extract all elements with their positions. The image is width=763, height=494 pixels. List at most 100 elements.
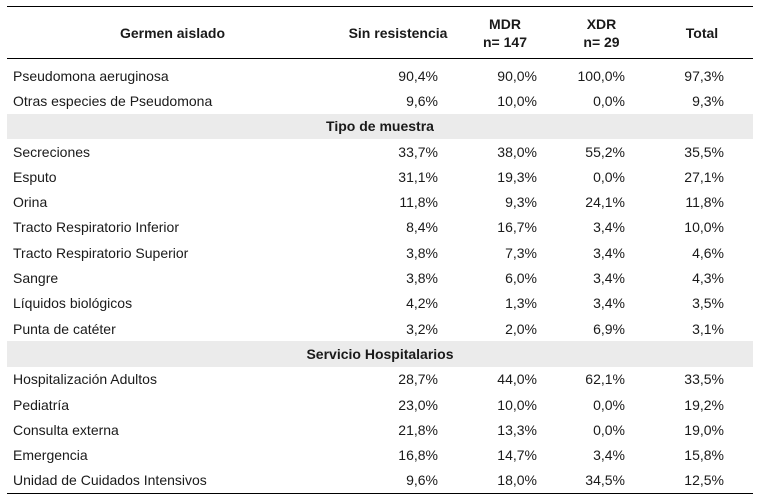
table-row: Sangre 3,8% 6,0% 3,4% 4,3%: [7, 265, 753, 290]
value-sin-resistencia: 9,6%: [338, 467, 458, 494]
table-row: Líquidos biológicos 4,2% 1,3% 3,4% 3,5%: [7, 291, 753, 316]
value-mdr: 18,0%: [458, 467, 552, 494]
header-xdr: XDR n= 29: [552, 6, 651, 59]
value-xdr: 3,4%: [593, 447, 625, 464]
row-label: Tracto Respiratorio Superior: [13, 244, 189, 261]
row-label: Orina: [13, 194, 48, 211]
value-xdr: 0,0%: [593, 421, 625, 438]
value-total: 9,3%: [692, 92, 724, 109]
value-xdr: 6,9%: [593, 320, 625, 337]
section-row: Tipo de muestra: [7, 113, 753, 139]
value-sin-resistencia: 11,8%: [399, 194, 438, 211]
value-total: 15,8%: [684, 447, 724, 464]
value-total: 11,8%: [685, 194, 724, 211]
value-mdr: 1,3%: [505, 295, 537, 312]
section-title: Servicio Hospitalarios: [7, 341, 753, 367]
section-title: Tipo de muestra: [7, 113, 753, 139]
header-row: Germen aislado Sin resistencia MDR n= 14…: [7, 6, 753, 59]
value-xdr: 3,4%: [593, 270, 625, 287]
value-sin-resistencia: 16,8%: [398, 447, 438, 464]
value-sin-resistencia: 28,7%: [398, 371, 438, 388]
table-body: Pseudomona aeruginosa 90,4% 90,0% 100,0% 97,…: [7, 59, 753, 494]
row-label: Unidad de Cuidados Intensivos: [7, 467, 338, 494]
header-xdr-n: n= 29: [583, 33, 620, 50]
table-row: Punta de catéter 3,2% 2,0% 6,9% 3,1%: [7, 316, 753, 341]
row-label: Otras especies de Pseudomona: [13, 92, 213, 109]
value-total: 19,2%: [684, 396, 724, 413]
table-row: Esputo 31,1% 19,3% 0,0% 27,1%: [7, 164, 753, 189]
value-total: 12,5%: [651, 467, 753, 494]
value-xdr: 34,5%: [552, 467, 651, 494]
value-mdr: 90,0%: [497, 67, 537, 84]
value-mdr: 19,3%: [497, 168, 537, 185]
value-sin-resistencia: 9,6%: [406, 92, 438, 109]
row-label: Hospitalización Adultos: [13, 371, 157, 388]
table-row: Pseudomona aeruginosa 90,4% 90,0% 100,0% 97,…: [7, 59, 753, 89]
header-total: Total: [651, 6, 753, 59]
row-label: Secreciones: [13, 143, 91, 160]
table-row: Pediatría 23,0% 10,0% 0,0% 19,2%: [7, 392, 753, 417]
table-row: Tracto Respiratorio Superior 3,8% 7,3% 3,4%…: [7, 240, 753, 265]
table-row: Otras especies de Pseudomona 9,6% 10,0% 0,0…: [7, 88, 753, 113]
value-mdr: 44,0%: [497, 371, 537, 388]
row-label: Sangre: [13, 270, 59, 287]
row-label: Pediatría: [13, 396, 70, 413]
table-row: Orina 11,8% 9,3% 24,1% 11,8%: [7, 189, 753, 214]
row-label: Esputo: [13, 168, 57, 185]
value-sin-resistencia: 90,4%: [398, 67, 438, 84]
value-mdr: 10,0%: [497, 396, 537, 413]
header-sin-resistencia: Sin resistencia: [338, 6, 458, 59]
value-xdr: 0,0%: [593, 92, 625, 109]
row-label: Líquidos biológicos: [13, 295, 133, 312]
value-mdr: 16,7%: [497, 219, 537, 236]
row-label: Punta de catéter: [13, 320, 116, 337]
header-mdr-n: n= 147: [483, 33, 527, 50]
value-sin-resistencia: 8,4%: [406, 219, 438, 236]
value-xdr: 0,0%: [593, 168, 625, 185]
value-xdr: 24,1%: [585, 194, 625, 211]
value-total: 97,3%: [684, 67, 724, 84]
value-xdr: 3,4%: [593, 295, 625, 312]
header-germen: Germen aislado: [7, 6, 338, 59]
value-sin-resistencia: 4,2%: [406, 295, 438, 312]
row-label: Pseudomona aeruginosa: [13, 67, 169, 84]
value-mdr: 14,7%: [497, 447, 537, 464]
value-xdr: 3,4%: [593, 219, 625, 236]
table-row: Consulta externa 21,8% 13,3% 0,0% 19,0%: [7, 417, 753, 442]
value-xdr: 0,0%: [593, 396, 625, 413]
value-total: 3,5%: [692, 295, 724, 312]
value-mdr: 6,0%: [505, 270, 537, 287]
value-mdr: 10,0%: [497, 92, 537, 109]
row-label: Emergencia: [13, 447, 88, 464]
value-mdr: 38,0%: [497, 143, 537, 160]
value-total: 35,5%: [684, 143, 724, 160]
table-row: Unidad de Cuidados Intensivos 9,6% 18,0% 34…: [7, 467, 753, 494]
value-mdr: 9,3%: [505, 194, 537, 211]
table-header: Germen aislado Sin resistencia MDR n= 14…: [7, 6, 753, 59]
value-sin-resistencia: 3,8%: [406, 244, 438, 261]
value-sin-resistencia: 23,0%: [398, 396, 438, 413]
row-label: Consulta externa: [13, 421, 119, 438]
value-sin-resistencia: 31,1%: [398, 168, 438, 185]
value-total: 4,3%: [692, 270, 724, 287]
value-total: 19,0%: [684, 421, 724, 438]
value-sin-resistencia: 21,8%: [398, 421, 438, 438]
value-total: 33,5%: [684, 371, 724, 388]
value-mdr: 7,3%: [505, 244, 537, 261]
value-xdr: 62,1%: [585, 371, 625, 388]
value-total: 27,1%: [684, 168, 724, 185]
value-total: 4,6%: [692, 244, 724, 261]
value-xdr: 55,2%: [585, 143, 625, 160]
value-xdr: 3,4%: [593, 244, 625, 261]
table-row: Emergencia 16,8% 14,7% 3,4% 15,8%: [7, 442, 753, 467]
table-row: Secreciones 33,7% 38,0% 55,2% 35,5%: [7, 139, 753, 164]
value-xdr: 100,0%: [577, 67, 625, 84]
resistance-table: Germen aislado Sin resistencia MDR n= 14…: [7, 6, 753, 494]
value-mdr: 2,0%: [505, 320, 537, 337]
value-mdr: 13,3%: [497, 421, 537, 438]
value-total: 3,1%: [692, 320, 724, 337]
header-mdr-label: MDR: [489, 15, 521, 32]
table-row: Hospitalización Adultos 28,7% 44,0% 62,1% 33…: [7, 367, 753, 392]
row-label: Tracto Respiratorio Inferior: [13, 219, 179, 236]
header-mdr: MDR n= 147: [458, 6, 552, 59]
